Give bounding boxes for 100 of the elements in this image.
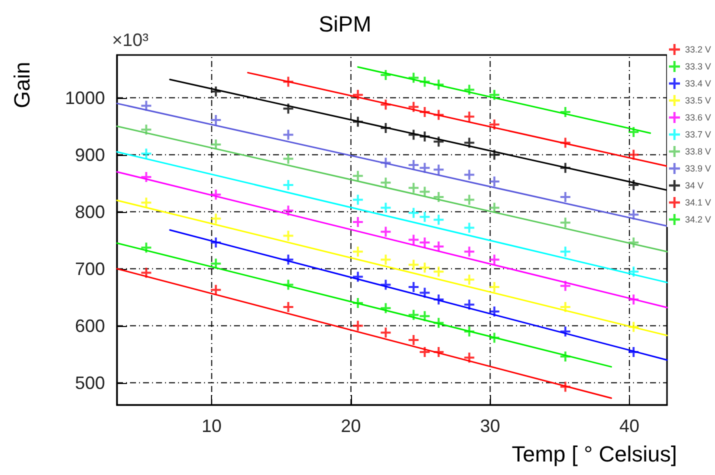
x-tick-label: 30 (480, 416, 500, 436)
point (408, 72, 419, 83)
point (210, 284, 221, 295)
legend-label: 33.5 V (684, 96, 712, 106)
point (141, 148, 152, 159)
point (283, 206, 294, 216)
legend-label: 34.2 V (684, 214, 712, 224)
point (489, 176, 500, 187)
point (560, 326, 570, 336)
point (408, 335, 419, 346)
point (283, 104, 294, 114)
point (141, 172, 152, 182)
point (434, 214, 444, 225)
legend-label: 33.2 V (684, 44, 712, 54)
point (560, 382, 570, 392)
point (283, 280, 294, 290)
text: ×10³ (112, 30, 149, 50)
point (560, 138, 570, 148)
point (141, 198, 152, 208)
point (210, 139, 221, 150)
point (560, 192, 570, 202)
point (464, 352, 474, 363)
y-tick-label: 500 (74, 372, 105, 393)
point (628, 346, 639, 357)
point (628, 150, 639, 160)
point (489, 150, 500, 160)
point (489, 306, 500, 317)
point (283, 154, 294, 164)
y-tick-label: 700 (74, 258, 105, 279)
chart-title: SiPM (318, 12, 372, 36)
point (380, 303, 391, 314)
point (352, 217, 363, 228)
point (380, 280, 391, 290)
point (464, 194, 474, 205)
point (560, 352, 570, 362)
point (420, 212, 430, 222)
point (560, 107, 570, 118)
point (464, 326, 474, 336)
point (408, 310, 419, 320)
point (464, 112, 474, 122)
point (420, 346, 430, 357)
point (352, 90, 363, 100)
point (408, 182, 419, 193)
legend-label: 33.9 V (684, 164, 712, 174)
point (560, 162, 570, 173)
y-tick-label: 1000 (64, 88, 105, 108)
y-tick-label: 900 (74, 144, 105, 165)
point (210, 214, 221, 224)
point (283, 230, 294, 241)
point (420, 238, 430, 248)
point (408, 102, 419, 112)
point (380, 202, 391, 213)
legend-label: 33.4 V (684, 78, 712, 88)
point (408, 282, 419, 292)
point (380, 226, 391, 237)
point (408, 234, 419, 245)
point (420, 262, 430, 273)
point (434, 136, 444, 147)
point (628, 266, 639, 277)
point (420, 132, 430, 142)
point (464, 246, 474, 257)
x-tick-label: 40 (619, 416, 640, 436)
point (464, 300, 474, 310)
point (420, 186, 430, 197)
point (283, 180, 294, 190)
point (408, 260, 419, 270)
point (489, 202, 500, 213)
point (464, 222, 474, 233)
y-tick-label: 800 (74, 202, 105, 222)
point (434, 164, 444, 175)
point (408, 130, 419, 140)
y-axis-title: Gain (10, 62, 34, 108)
point (489, 90, 500, 100)
point (352, 116, 363, 127)
point (210, 258, 221, 269)
point (352, 320, 363, 331)
point (628, 126, 639, 137)
legend-label: 33.8 V (684, 146, 712, 156)
point (434, 242, 444, 252)
point (628, 322, 639, 332)
point (352, 272, 363, 282)
point (408, 160, 419, 170)
point (210, 114, 221, 125)
point (560, 246, 570, 257)
point (420, 311, 430, 322)
point (434, 192, 444, 202)
point (380, 178, 391, 188)
point (380, 158, 391, 168)
point (408, 208, 419, 218)
point (489, 332, 500, 343)
point (352, 298, 363, 308)
point (141, 242, 152, 253)
legend-label: 33.3 V (684, 62, 712, 72)
point (464, 84, 474, 95)
x-tick-label: 20 (340, 416, 361, 436)
point (560, 280, 570, 291)
point (420, 107, 430, 118)
point (141, 100, 152, 111)
point (380, 122, 391, 133)
point (628, 180, 639, 190)
